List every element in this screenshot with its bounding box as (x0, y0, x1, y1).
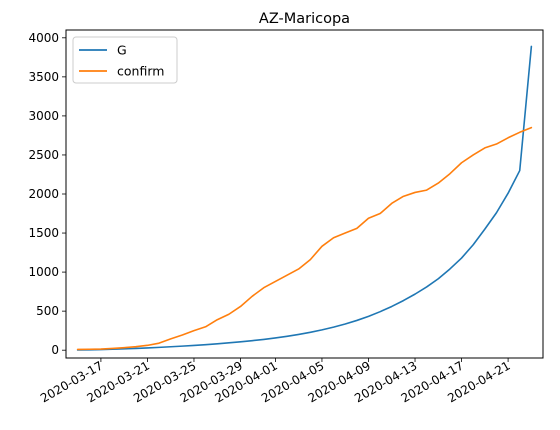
y-tick-label: 0 (51, 343, 59, 357)
axes-frame (65, 29, 544, 359)
y-tick-label: 2000 (28, 187, 59, 201)
series-line-confirm (76, 126, 533, 351)
y-tick-label: 1500 (28, 226, 59, 240)
chart-title: AZ-Maricopa (259, 11, 350, 27)
y-tick-label: 1000 (28, 265, 59, 279)
y-tick-label: 4000 (28, 31, 59, 45)
y-tick-label: 3500 (28, 70, 59, 84)
legend-label-G: G (117, 43, 127, 58)
legend-label-confirm: confirm (117, 64, 164, 79)
plot-area (76, 45, 533, 351)
y-tick-label: 2500 (28, 148, 59, 162)
y-tick-label: 500 (36, 304, 59, 318)
y-tick-label: 3000 (28, 109, 59, 123)
y-axis: 0 500 1000 1500 2000 2500 3000 3500 4000 (28, 31, 66, 357)
series-line-G (76, 45, 533, 351)
